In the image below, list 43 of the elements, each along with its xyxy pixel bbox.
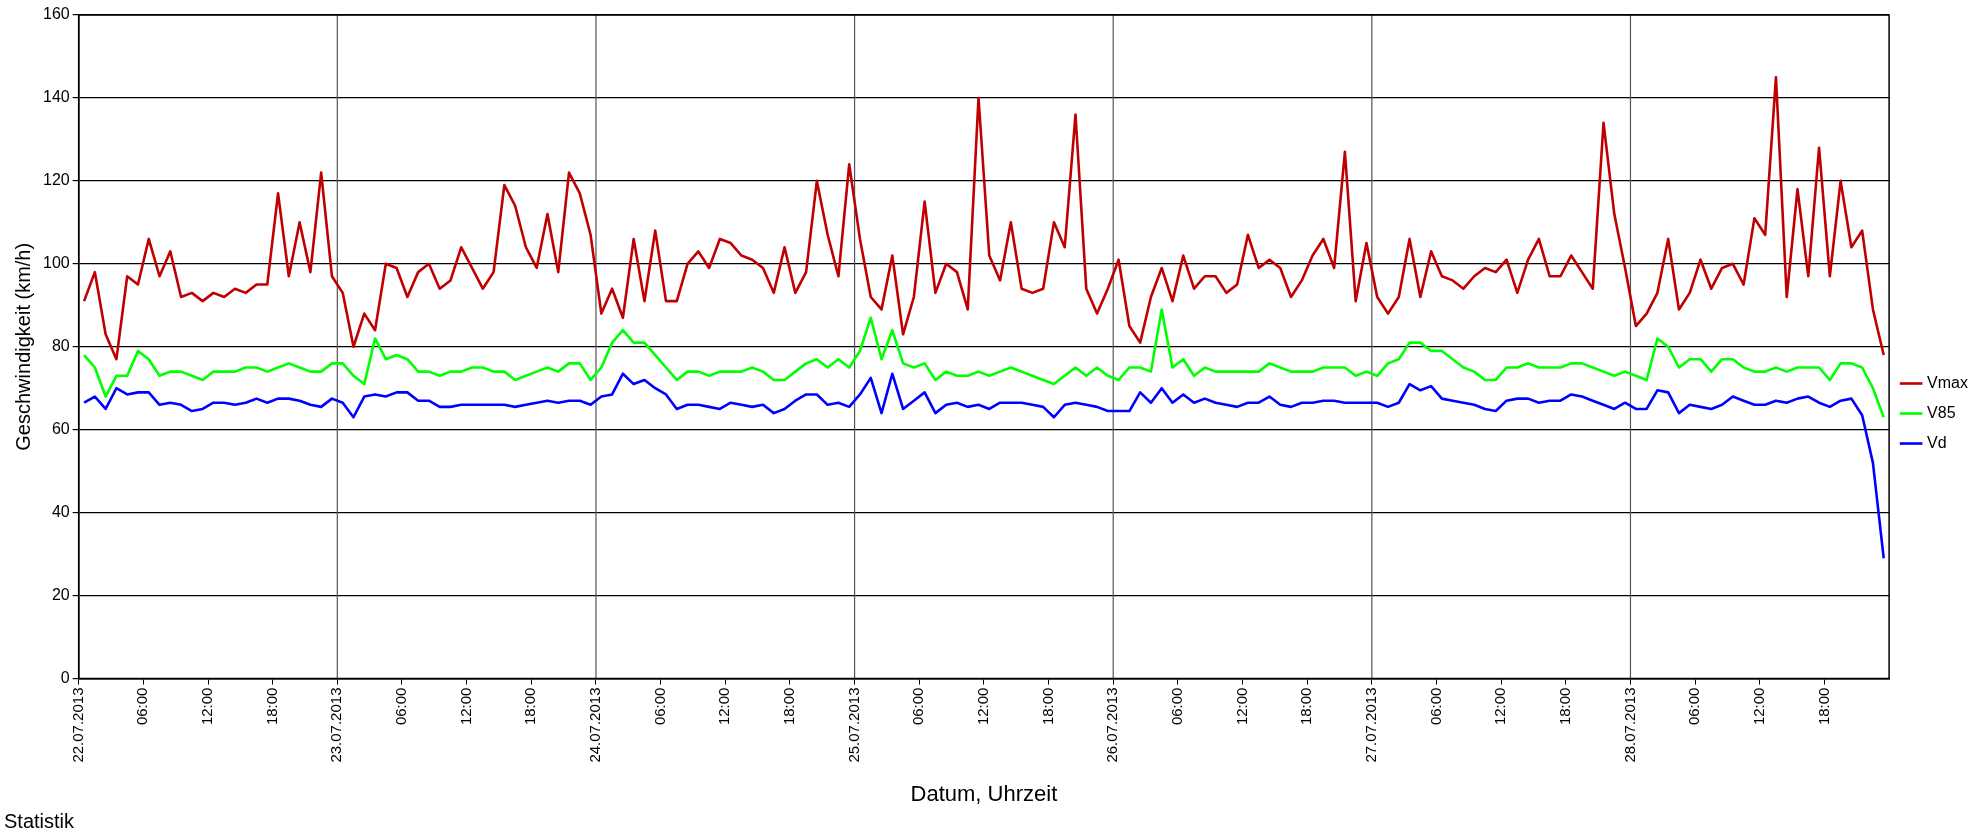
x-tick-label: 06:00 (1168, 687, 1186, 726)
y-tick-label: 100 (42, 254, 70, 272)
x-axis-title: Datum, Uhrzeit (910, 780, 1058, 806)
x-tick-label: 12:00 (715, 687, 733, 726)
x-tick-label: 18:00 (1555, 687, 1573, 726)
x-tick-label: 22.07.2013 (68, 687, 86, 763)
legend-label: Vd (1927, 433, 1947, 451)
x-tick-label: 18:00 (1814, 687, 1832, 726)
x-tick-label: 18:00 (521, 687, 539, 726)
y-tick-label: 80 (51, 337, 70, 355)
x-tick-label: 12:00 (974, 687, 992, 726)
x-tick-label: 12:00 (1491, 687, 1509, 726)
x-tick-label: 23.07.2013 (327, 687, 345, 763)
y-tick-label: 60 (51, 420, 70, 438)
x-tick-label: 26.07.2013 (1103, 687, 1121, 763)
x-tick-label: 06:00 (1426, 687, 1444, 726)
x-tick-label: 12:00 (1232, 687, 1250, 726)
x-tick-label: 18:00 (1038, 687, 1056, 726)
y-tick-label: 140 (42, 88, 70, 106)
y-tick-label: 120 (42, 171, 70, 189)
x-tick-label: 18:00 (262, 687, 280, 726)
x-tick-label: 06:00 (909, 687, 927, 726)
x-tick-label: 27.07.2013 (1361, 687, 1379, 763)
x-tick-label: 06:00 (650, 687, 668, 726)
legend-label: Vmax (1927, 373, 1969, 391)
text: Statistik (4, 809, 76, 832)
x-tick-label: 28.07.2013 (1620, 687, 1638, 763)
x-tick-label: 18:00 (780, 687, 798, 726)
legend-label: V85 (1927, 403, 1956, 421)
y-tick-label: 0 (60, 668, 70, 686)
y-tick-label: 20 (51, 585, 70, 603)
x-tick-label: 12:00 (1749, 687, 1767, 726)
x-tick-label: 06:00 (392, 687, 410, 726)
y-axis-title: Geschwindigkeit (km/h) (11, 242, 34, 451)
x-tick-label: 12:00 (456, 687, 474, 726)
x-tick-label: 18:00 (1297, 687, 1315, 726)
x-tick-label: 24.07.2013 (586, 687, 604, 763)
x-tick-label: 06:00 (133, 687, 151, 726)
y-tick-label: 40 (51, 503, 70, 521)
x-tick-label: 12:00 (198, 687, 216, 726)
x-tick-label: 25.07.2013 (844, 687, 862, 763)
x-tick-label: 06:00 (1685, 687, 1703, 726)
y-tick-label: 160 (42, 5, 70, 23)
